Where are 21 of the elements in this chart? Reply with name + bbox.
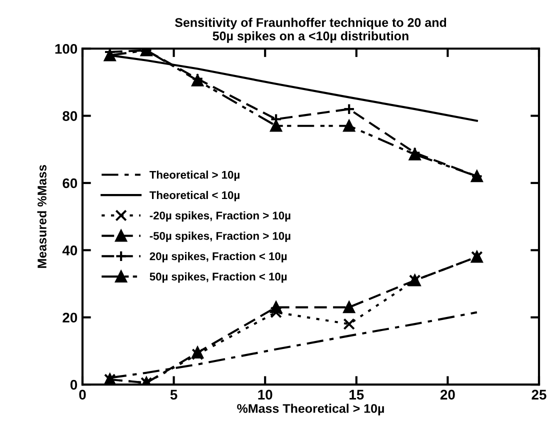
x-tick-label: 20 (440, 390, 455, 400)
y-axis-title: Measured %Mass (37, 164, 46, 268)
y-tick-label: 60 (62, 178, 78, 188)
x-tick-label: 15 (350, 390, 364, 400)
y-tick-label: 80 (62, 111, 78, 121)
chart-title: Sensitivity of Fraunhoffer technique to 20 and 50µ spikes on a <10µ distribution (174, 18, 446, 43)
x-tick-label: 25 (532, 390, 546, 400)
legend-label: -20µ spikes, Fraction > 10µ (150, 211, 290, 222)
y-tick-label: 20 (62, 312, 78, 323)
y-tick-label: 100 (55, 44, 78, 54)
x-tick-label: 0 (79, 390, 86, 400)
legend-label: Theoretical > 10µ (150, 170, 240, 181)
x-tick-label: 10 (258, 390, 272, 400)
legend-label: Theoretical < 10µ (150, 190, 240, 202)
x-tick-label: 5 (170, 390, 178, 400)
y-tick-label: 40 (62, 246, 78, 256)
y-tick-label: 0 (70, 380, 78, 390)
legend-label: -50µ spikes, Fraction > 10µ (150, 232, 290, 242)
legend-label: 20µ spikes, Fraction < 10µ (150, 252, 287, 262)
x-axis-title: %Mass Theoretical > 10µ (237, 404, 384, 416)
legend-label: 50µ spikes, Fraction < 10µ (150, 272, 287, 283)
